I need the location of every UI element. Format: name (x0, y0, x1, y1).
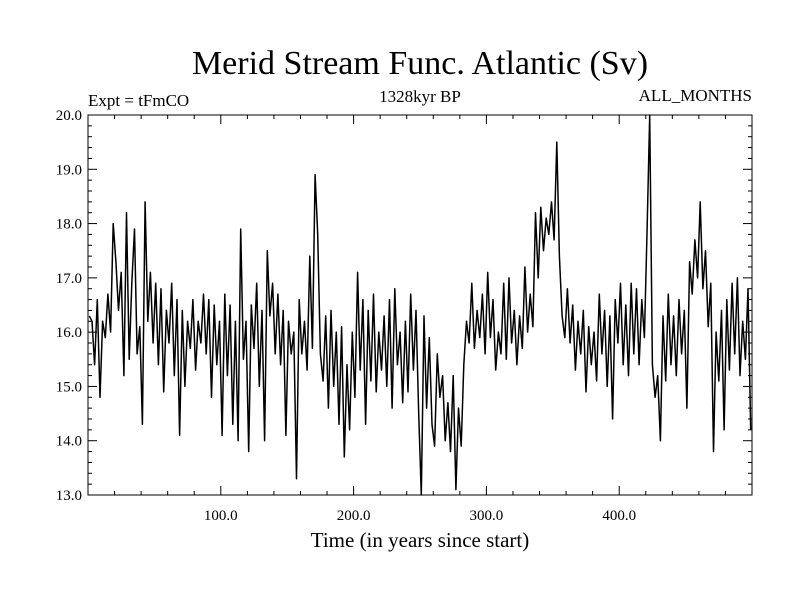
y-tick-label: 15.0 (56, 379, 82, 395)
series-line (88, 114, 752, 496)
x-tick-label: 200.0 (337, 508, 371, 524)
y-tick-label: 19.0 (56, 162, 82, 178)
y-tick-label: 20.0 (56, 108, 82, 124)
y-tick-label: 18.0 (56, 217, 82, 233)
y-axis: 13.0 14.0 15.0 16.0 17.0 18.0 19.0 20.0 (56, 108, 752, 504)
y-tick-label: 13.0 (56, 488, 82, 504)
experiment-label: Expt = tFmCO (88, 91, 189, 110)
plot-area (87, 114, 753, 496)
y-tick-label: 17.0 (56, 271, 82, 287)
y-tick-label: 14.0 (56, 434, 82, 450)
period-label: 1328kyr BP (379, 87, 461, 106)
x-tick-label: 400.0 (602, 508, 636, 524)
x-axis-label: Time (in years since start) (311, 528, 530, 552)
y-tick-label: 16.0 (56, 325, 82, 341)
x-tick-label: 300.0 (470, 508, 504, 524)
x-axis: 100.0 200.0 300.0 400.0 (114, 115, 726, 524)
months-label: ALL_MONTHS (639, 86, 752, 105)
x-tick-label: 100.0 (204, 508, 238, 524)
chart-title: Merid Stream Func. Atlantic (Sv) (192, 45, 648, 82)
